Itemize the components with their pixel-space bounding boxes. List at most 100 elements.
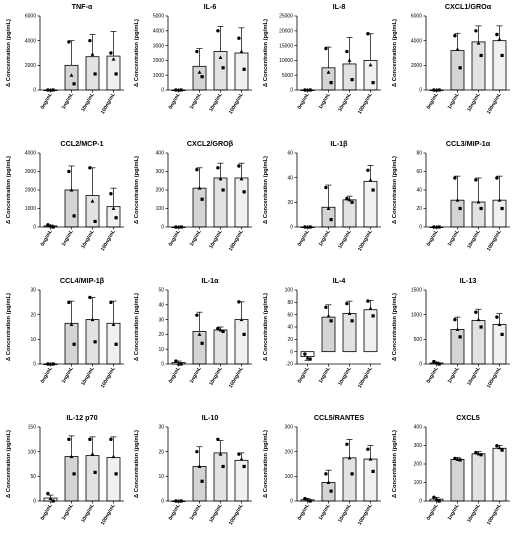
bar <box>85 319 100 365</box>
y-tick-label: 10 <box>30 337 36 343</box>
data-point <box>495 176 499 180</box>
y-axis-label: Δ Concentration (pg/mL) <box>263 430 269 498</box>
x-tick-label: 100ng/mL <box>228 366 245 389</box>
data-point <box>239 176 244 181</box>
y-axis-label: Δ Concentration (pg/mL) <box>392 19 398 87</box>
chart-svg: CXCL1/GROα Δ Concentration (pg/mL) 0 2000 40… <box>392 2 510 115</box>
x-tick-label: 10ng/mL <box>208 503 223 524</box>
y-tick-label: 20 <box>287 200 293 206</box>
x-tick-label: 10ng/mL <box>466 92 481 113</box>
y-tick-label: 30 <box>158 425 164 431</box>
chart-panel: IL-12 p70 Δ Concentration (pg/mL) 0 50 100 15… <box>3 413 132 550</box>
y-tick-label: 30 <box>30 288 36 294</box>
chart-svg: IL-10 Δ Concentration (pg/mL) 0 10 20 30 0ng/m… <box>134 413 252 526</box>
data-point <box>69 188 74 192</box>
data-point <box>237 300 241 304</box>
data-point <box>329 319 333 323</box>
y-tick-label: 200 <box>414 462 423 468</box>
bar <box>321 316 336 353</box>
y-tick-label: 40 <box>416 188 422 194</box>
y-tick-label: 300 <box>414 443 423 449</box>
bar <box>321 206 336 228</box>
x-tick-label: 1ng/mL <box>189 366 203 384</box>
data-point <box>476 41 481 45</box>
x-tick-label: 100ng/mL <box>357 503 374 526</box>
data-point <box>455 327 460 331</box>
bar <box>213 329 228 365</box>
data-point <box>216 29 220 33</box>
y-tick-label: 400 <box>414 425 423 431</box>
y-axis-label: Δ Concentration (pg/mL) <box>263 19 269 87</box>
y-tick-label: 15000 <box>279 43 293 49</box>
data-point <box>109 192 113 196</box>
x-tick-label: 0ng/mL <box>40 366 54 384</box>
chart-panel: CXCL2/GROβ Δ Concentration (pg/mL) 0 100 200… <box>131 139 260 276</box>
data-point <box>195 449 199 454</box>
bar <box>450 199 465 228</box>
chart-svg: TNF-α Δ Concentration (pg/mL) 0 2000 4000 600… <box>6 2 124 115</box>
y-tick-label: 0 <box>419 88 422 94</box>
bar <box>106 322 121 365</box>
chart-title: IL-6 <box>204 2 217 11</box>
x-tick-label: 100ng/mL <box>486 229 503 252</box>
data-point <box>474 29 478 33</box>
data-point <box>90 199 95 203</box>
y-axis-label: Δ Concentration (pg/mL) <box>392 430 398 498</box>
bar <box>234 177 249 228</box>
chart-title: TNF-α <box>72 2 93 11</box>
y-tick-label: 40 <box>158 303 164 309</box>
y-tick-label: 3000 <box>25 169 36 175</box>
x-tick-label: 100ng/mL <box>100 366 117 389</box>
data-point <box>48 496 53 501</box>
data-point <box>329 81 333 85</box>
data-point <box>72 82 76 86</box>
y-tick-label: 0 <box>33 225 36 231</box>
data-point <box>218 176 223 181</box>
y-tick-label: 1000 <box>153 73 164 79</box>
data-point <box>479 325 483 329</box>
chart-svg: CCL5/RANTES Δ Concentration (pg/mL) 0 100 20… <box>263 413 381 526</box>
bar <box>234 52 249 91</box>
data-point <box>474 450 478 455</box>
y-axis-label: Δ Concentration (pg/mL) <box>6 19 12 87</box>
data-point <box>345 301 349 306</box>
y-tick-label: 5000 <box>153 14 164 20</box>
chart-panel: CXCL5 Δ Concentration (pg/mL) 0 100 200 300 40… <box>389 413 517 550</box>
data-point <box>368 306 373 310</box>
chart-title: IL-13 <box>460 276 477 285</box>
data-point <box>216 166 220 170</box>
y-tick-label: 0 <box>419 362 422 368</box>
data-point <box>111 206 116 210</box>
x-tick-label: 100ng/mL <box>228 229 245 252</box>
data-point <box>345 49 349 54</box>
x-tick-label: 100ng/mL <box>228 92 245 115</box>
data-point <box>218 452 223 456</box>
data-point <box>200 479 204 483</box>
data-point <box>474 178 478 182</box>
data-point <box>347 311 352 315</box>
data-point <box>453 317 457 322</box>
data-point <box>93 470 97 474</box>
y-tick-label: 2000 <box>153 58 164 64</box>
y-tick-label: 6000 <box>25 14 36 20</box>
data-point <box>371 314 375 318</box>
data-point <box>350 319 354 323</box>
y-tick-label: 20000 <box>279 29 293 35</box>
x-tick-label: 0ng/mL <box>426 229 440 247</box>
y-tick-label: 4000 <box>25 151 36 157</box>
data-point <box>432 495 436 499</box>
data-point <box>324 472 328 476</box>
chart-panel: IL-10 Δ Concentration (pg/mL) 0 10 20 30 0ng/m… <box>131 413 260 550</box>
x-tick-label: 0ng/mL <box>168 503 182 521</box>
data-point <box>197 186 202 190</box>
chart-svg: IL-12 p70 Δ Concentration (pg/mL) 0 50 100 15… <box>6 413 124 526</box>
data-point <box>455 457 460 461</box>
y-tick-label: 10 <box>158 347 164 353</box>
x-tick-label: 100ng/mL <box>486 503 503 526</box>
bar <box>450 458 465 502</box>
y-axis-label: Δ Concentration (pg/mL) <box>263 293 269 361</box>
y-tick-label: 0 <box>161 225 164 231</box>
chart-svg: IL-6 Δ Concentration (pg/mL) 0 1000 2000 3000… <box>134 2 252 115</box>
bar <box>85 56 100 91</box>
chart-title: IL-12 p70 <box>66 413 97 422</box>
